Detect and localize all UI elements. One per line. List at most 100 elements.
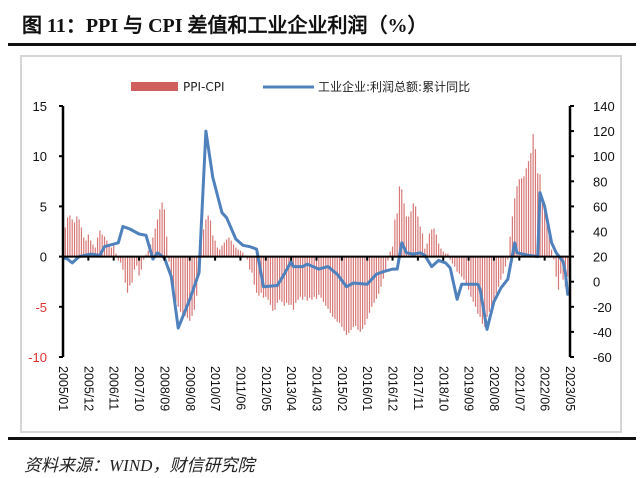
bar-2019/03 [454, 256, 456, 267]
bar-2010/10 [221, 245, 223, 257]
left-tick-label: 5 [40, 199, 47, 214]
bar-2019/08 [465, 256, 467, 284]
bar-2016/10 [387, 256, 389, 261]
bar-2018/10 [442, 251, 444, 257]
bar-2011/01 [228, 237, 230, 257]
bar-2013/10 [304, 256, 306, 297]
bar-2022/01 [532, 134, 534, 257]
bar-2018/07 [435, 234, 437, 257]
bar-2022/09 [550, 249, 553, 257]
x-tick-label: 2015/02 [335, 366, 349, 411]
bar-2019/02 [451, 256, 454, 264]
bar-2006/12 [115, 253, 117, 257]
bar-2007/10 [138, 256, 140, 276]
bar-2009/02 [175, 256, 177, 302]
bar-2014/02 [313, 256, 315, 297]
bar-2005/11 [85, 240, 87, 257]
right-tick-label: 100 [593, 149, 615, 164]
bar-2012/09 [274, 256, 276, 310]
bar-2013/09 [302, 256, 304, 300]
bar-2018/03 [426, 243, 428, 257]
bar-2022/12 [557, 256, 560, 290]
x-tick-label: 2006/11 [107, 366, 121, 410]
bar-2014/07 [325, 256, 327, 306]
bar-2020/05 [486, 256, 488, 317]
bar-2019/09 [468, 256, 470, 290]
bar-2014/01 [311, 256, 313, 300]
bar-2015/03 [343, 256, 345, 331]
bar-2016/03 [371, 256, 373, 307]
bar-2009/05 [182, 256, 184, 315]
bar-2008/05 [154, 228, 156, 257]
line-series-profit [62, 129, 571, 331]
bar-2011/03 [232, 244, 235, 257]
right-tick-label: 140 [593, 99, 615, 114]
bar-2008/02 [147, 250, 149, 257]
bar-2022/11 [555, 256, 557, 277]
bar-2022/08 [548, 226, 550, 257]
bar-2008/06 [156, 219, 159, 257]
bar-2010/02 [202, 229, 205, 257]
bar-2021/08 [521, 178, 523, 257]
bar-2013/07 [297, 256, 299, 300]
bar-2005/05 [71, 219, 73, 257]
bar-2011/09 [246, 256, 248, 260]
bar-2014/08 [327, 256, 329, 309]
bar-2017/09 [412, 203, 414, 257]
bar-2017/03 [398, 186, 401, 257]
bar-2009/03 [177, 256, 179, 307]
bar-2022/06 [544, 209, 546, 257]
bar-2012/08 [272, 256, 274, 311]
bar-2022/10 [553, 256, 555, 260]
bar-2013/12 [308, 256, 311, 298]
x-tick-label: 2008/09 [157, 366, 171, 411]
bar-2011/12 [253, 256, 255, 285]
bar-2010/09 [219, 249, 221, 257]
bar-2021/06 [516, 186, 518, 257]
bar-2016/04 [373, 256, 375, 303]
bar-2016/11 [389, 251, 391, 257]
bar-2013/11 [306, 256, 308, 301]
bar-2010/12 [226, 239, 228, 257]
bar-2007/07 [131, 256, 133, 283]
bar-2013/08 [299, 256, 301, 297]
bar-2009/09 [191, 256, 193, 316]
bar-2019/04 [456, 256, 458, 272]
bar-2016/09 [385, 256, 387, 270]
bar-2011/05 [237, 249, 239, 257]
axes: 15 10 5 0 -5 -10 140 120 100 80 60 40 20 0 -20 -40 -60 20… [28, 99, 615, 411]
bar-2010/08 [216, 247, 219, 257]
bar-2018/08 [438, 243, 440, 257]
bar-2020/12 [502, 256, 504, 274]
bar-2011/07 [242, 252, 244, 257]
bar-2021/01 [504, 256, 507, 267]
right-tick-label: -40 [593, 325, 612, 340]
bar-2021/09 [523, 176, 525, 257]
figure-title: 图 11：PPI 与 CPI 差值和工业企业利润（%） [22, 15, 428, 37]
bar-2015/01 [338, 256, 341, 323]
right-tick-label: 20 [593, 250, 607, 265]
x-tick-label: 2012/05 [259, 366, 273, 411]
x-tick-label: 2005/12 [81, 366, 95, 411]
bar-2008/07 [159, 209, 161, 257]
bar-2015/11 [361, 256, 364, 329]
bar-2017/11 [417, 216, 419, 257]
bar-2009/04 [179, 256, 182, 312]
bar-2020/08 [493, 256, 495, 300]
bar-2021/02 [507, 256, 509, 260]
bar-2013/04 [290, 256, 292, 305]
bar-2015/04 [345, 256, 348, 335]
bar-2008/01 [145, 254, 147, 257]
bar-2011/04 [235, 247, 237, 257]
bar-2017/12 [419, 226, 421, 257]
left-tick-label: 10 [33, 149, 47, 164]
bar-2012/11 [279, 256, 281, 300]
bar-2008/10 [166, 236, 168, 257]
bar-2012/07 [269, 256, 272, 305]
bar-2007/01 [117, 256, 119, 261]
bar-2021/11 [527, 161, 530, 257]
bar-2006/01 [90, 240, 92, 257]
bar-2020/11 [500, 256, 502, 280]
right-tick-label: 40 [593, 225, 607, 240]
bar-2015/02 [341, 256, 343, 327]
